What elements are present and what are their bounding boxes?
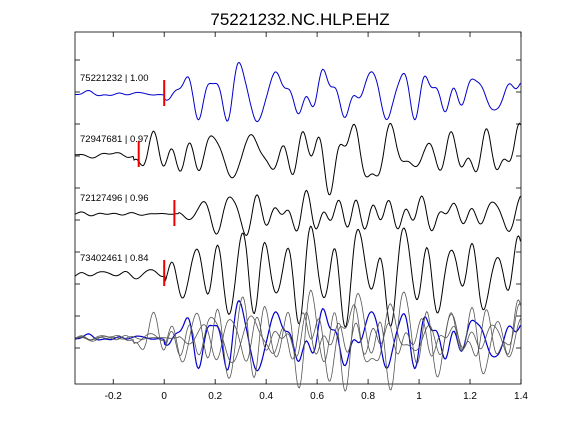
traces [74,61,521,329]
chart-title: 75221232.NC.HLP.EHZ [210,10,389,29]
overlay-trace-73402461 [74,289,521,392]
trace-75221232 [74,61,521,123]
overlay-trace-72947681 [74,303,521,382]
x-tick-label: 1.4 [514,391,528,402]
x-tick-label: 1 [416,391,422,402]
overlay-stack [74,289,522,392]
trace-label-72127496: 72127496 | 0.96 [80,193,149,204]
overlay-trace-75221232 [74,299,522,372]
x-tick-label: 0.4 [259,391,273,402]
x-tick-labels: -0.2 0 0.2 0.4 0.6 0.8 1 1.2 1.4 [105,391,529,402]
overlay-trace-72127496 [74,311,521,362]
trace-73402461 [74,225,521,329]
pick-markers [137,80,176,286]
plot-frame [74,31,522,385]
trace-labels: 75221232 | 1.00 72947681 | 0.97 72127496 |… [80,73,149,264]
x-tick-label: -0.2 [105,391,123,402]
x-tick-label: 0.2 [208,391,222,402]
trace-72947681 [75,122,521,196]
trace-label-72947681: 72947681 | 0.97 [80,134,149,145]
trace-label-73402461: 73402461 | 0.84 [80,253,149,264]
x-tick-label: 0.6 [310,391,324,402]
x-tick-label: 1.2 [463,391,477,402]
x-tick-label: 0.8 [361,391,375,402]
x-tick-label: 0 [161,391,167,402]
trace-72127496 [74,189,521,237]
trace-label-75221232: 75221232 | 1.00 [80,73,149,84]
